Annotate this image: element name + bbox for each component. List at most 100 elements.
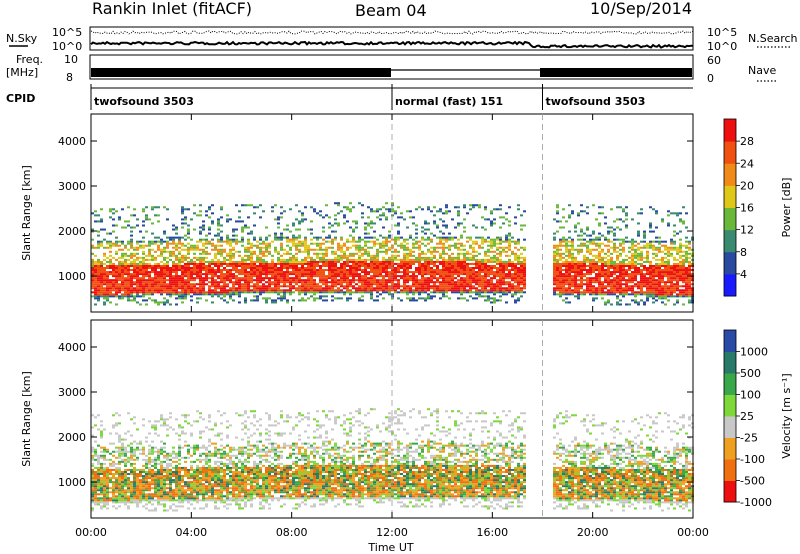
heatmap-cell — [490, 220, 493, 223]
heatmap-cell — [142, 250, 145, 253]
heatmap-cell — [196, 264, 199, 267]
heatmap-cell — [649, 285, 652, 288]
heatmap-cell — [556, 210, 559, 213]
heatmap-cell — [676, 287, 679, 290]
heatmap-cell — [616, 246, 619, 249]
heatmap-cell — [265, 273, 268, 276]
heatmap-cell — [124, 220, 127, 223]
heatmap-cell — [571, 281, 574, 284]
heatmap-cell — [466, 252, 469, 255]
heatmap-cell — [658, 246, 661, 249]
heatmap-cell — [460, 285, 463, 288]
heatmap-cell — [424, 285, 427, 288]
heatmap-cell — [187, 208, 190, 211]
heatmap-cell — [496, 262, 499, 265]
heatmap-cell — [499, 281, 502, 284]
heatmap-cell — [568, 260, 571, 263]
heatmap-cell — [331, 269, 334, 272]
heatmap-cell — [157, 240, 160, 243]
heatmap-cell — [133, 275, 136, 278]
heatmap-cell — [661, 289, 664, 292]
heatmap-cell — [652, 264, 655, 267]
heatmap-cell — [493, 277, 496, 280]
heatmap-cell — [217, 232, 220, 235]
heatmap-cell — [304, 281, 307, 284]
heatmap-cell — [592, 297, 595, 300]
heatmap-cell — [151, 222, 154, 225]
heatmap-cell — [382, 244, 385, 247]
heatmap-cell — [247, 254, 250, 257]
heatmap-cell — [106, 289, 109, 292]
heatmap-cell — [448, 283, 451, 286]
heatmap-cell — [175, 242, 178, 245]
heatmap-cell — [262, 279, 265, 282]
heatmap-cell — [220, 264, 223, 267]
heatmap-cell — [568, 289, 571, 292]
heatmap-cell — [334, 222, 337, 225]
heatmap-cell — [226, 258, 229, 261]
colorbar-tick-label: 16 — [740, 202, 754, 215]
heatmap-cell — [613, 250, 616, 253]
heatmap-cell — [337, 244, 340, 247]
heatmap-cell — [253, 273, 256, 276]
heatmap-cell — [115, 275, 118, 278]
heatmap-cell — [181, 273, 184, 276]
heatmap-cell — [376, 238, 379, 241]
heatmap-cell — [157, 214, 160, 217]
heatmap-cell — [310, 287, 313, 290]
heatmap-cell — [145, 291, 148, 294]
heatmap-cell — [640, 254, 643, 257]
heatmap-cell — [619, 291, 622, 294]
heatmap-cell — [688, 287, 691, 290]
heatmap-cell — [688, 285, 691, 288]
heatmap-cell — [145, 299, 148, 302]
heatmap-cell — [613, 234, 616, 237]
heatmap-cell — [220, 262, 223, 265]
heatmap-cell — [361, 212, 364, 215]
heatmap-cell — [625, 214, 628, 217]
heatmap-cell — [571, 269, 574, 272]
heatmap-cell — [625, 273, 628, 276]
heatmap-cell — [424, 238, 427, 241]
heatmap-cell — [421, 252, 424, 255]
heatmap-cell — [448, 238, 451, 241]
heatmap-cell — [175, 254, 178, 257]
heatmap-cell — [583, 291, 586, 294]
heatmap-cell — [151, 271, 154, 274]
heatmap-cell — [583, 275, 586, 278]
heatmap-cell — [145, 267, 148, 270]
heatmap-cell — [679, 244, 682, 247]
heatmap-cell — [340, 273, 343, 276]
heatmap-cell — [91, 446, 94, 449]
heatmap-cell — [391, 258, 394, 261]
heatmap-cell — [142, 210, 145, 213]
heatmap-cell — [373, 289, 376, 292]
heatmap-cell — [496, 242, 499, 245]
heatmap-cell — [268, 297, 271, 300]
heatmap-cell — [367, 291, 370, 294]
heatmap-cell — [280, 281, 283, 284]
heatmap-cell — [265, 226, 268, 229]
heatmap-cell — [568, 236, 571, 239]
heatmap-cell — [259, 242, 262, 245]
heatmap-cell — [430, 240, 433, 243]
heatmap-cell — [412, 260, 415, 263]
heatmap-cell — [517, 283, 520, 286]
heatmap-cell — [181, 275, 184, 278]
heatmap-cell — [124, 271, 127, 274]
heatmap-cell — [199, 277, 202, 280]
heatmap-cell — [235, 291, 238, 294]
heatmap-cell — [301, 281, 304, 284]
heatmap-cell — [439, 297, 442, 300]
heatmap-cell — [277, 285, 280, 288]
heatmap-cell — [682, 206, 685, 209]
heatmap-cell — [283, 289, 286, 292]
heatmap-cell — [244, 275, 247, 278]
heatmap-cell — [475, 283, 478, 286]
heatmap-cell — [412, 283, 415, 286]
heatmap-cell — [445, 269, 448, 272]
heatmap-cell — [229, 264, 232, 267]
heatmap-cell — [214, 285, 217, 288]
heatmap-cell — [586, 256, 589, 259]
heatmap-cell — [601, 285, 604, 288]
